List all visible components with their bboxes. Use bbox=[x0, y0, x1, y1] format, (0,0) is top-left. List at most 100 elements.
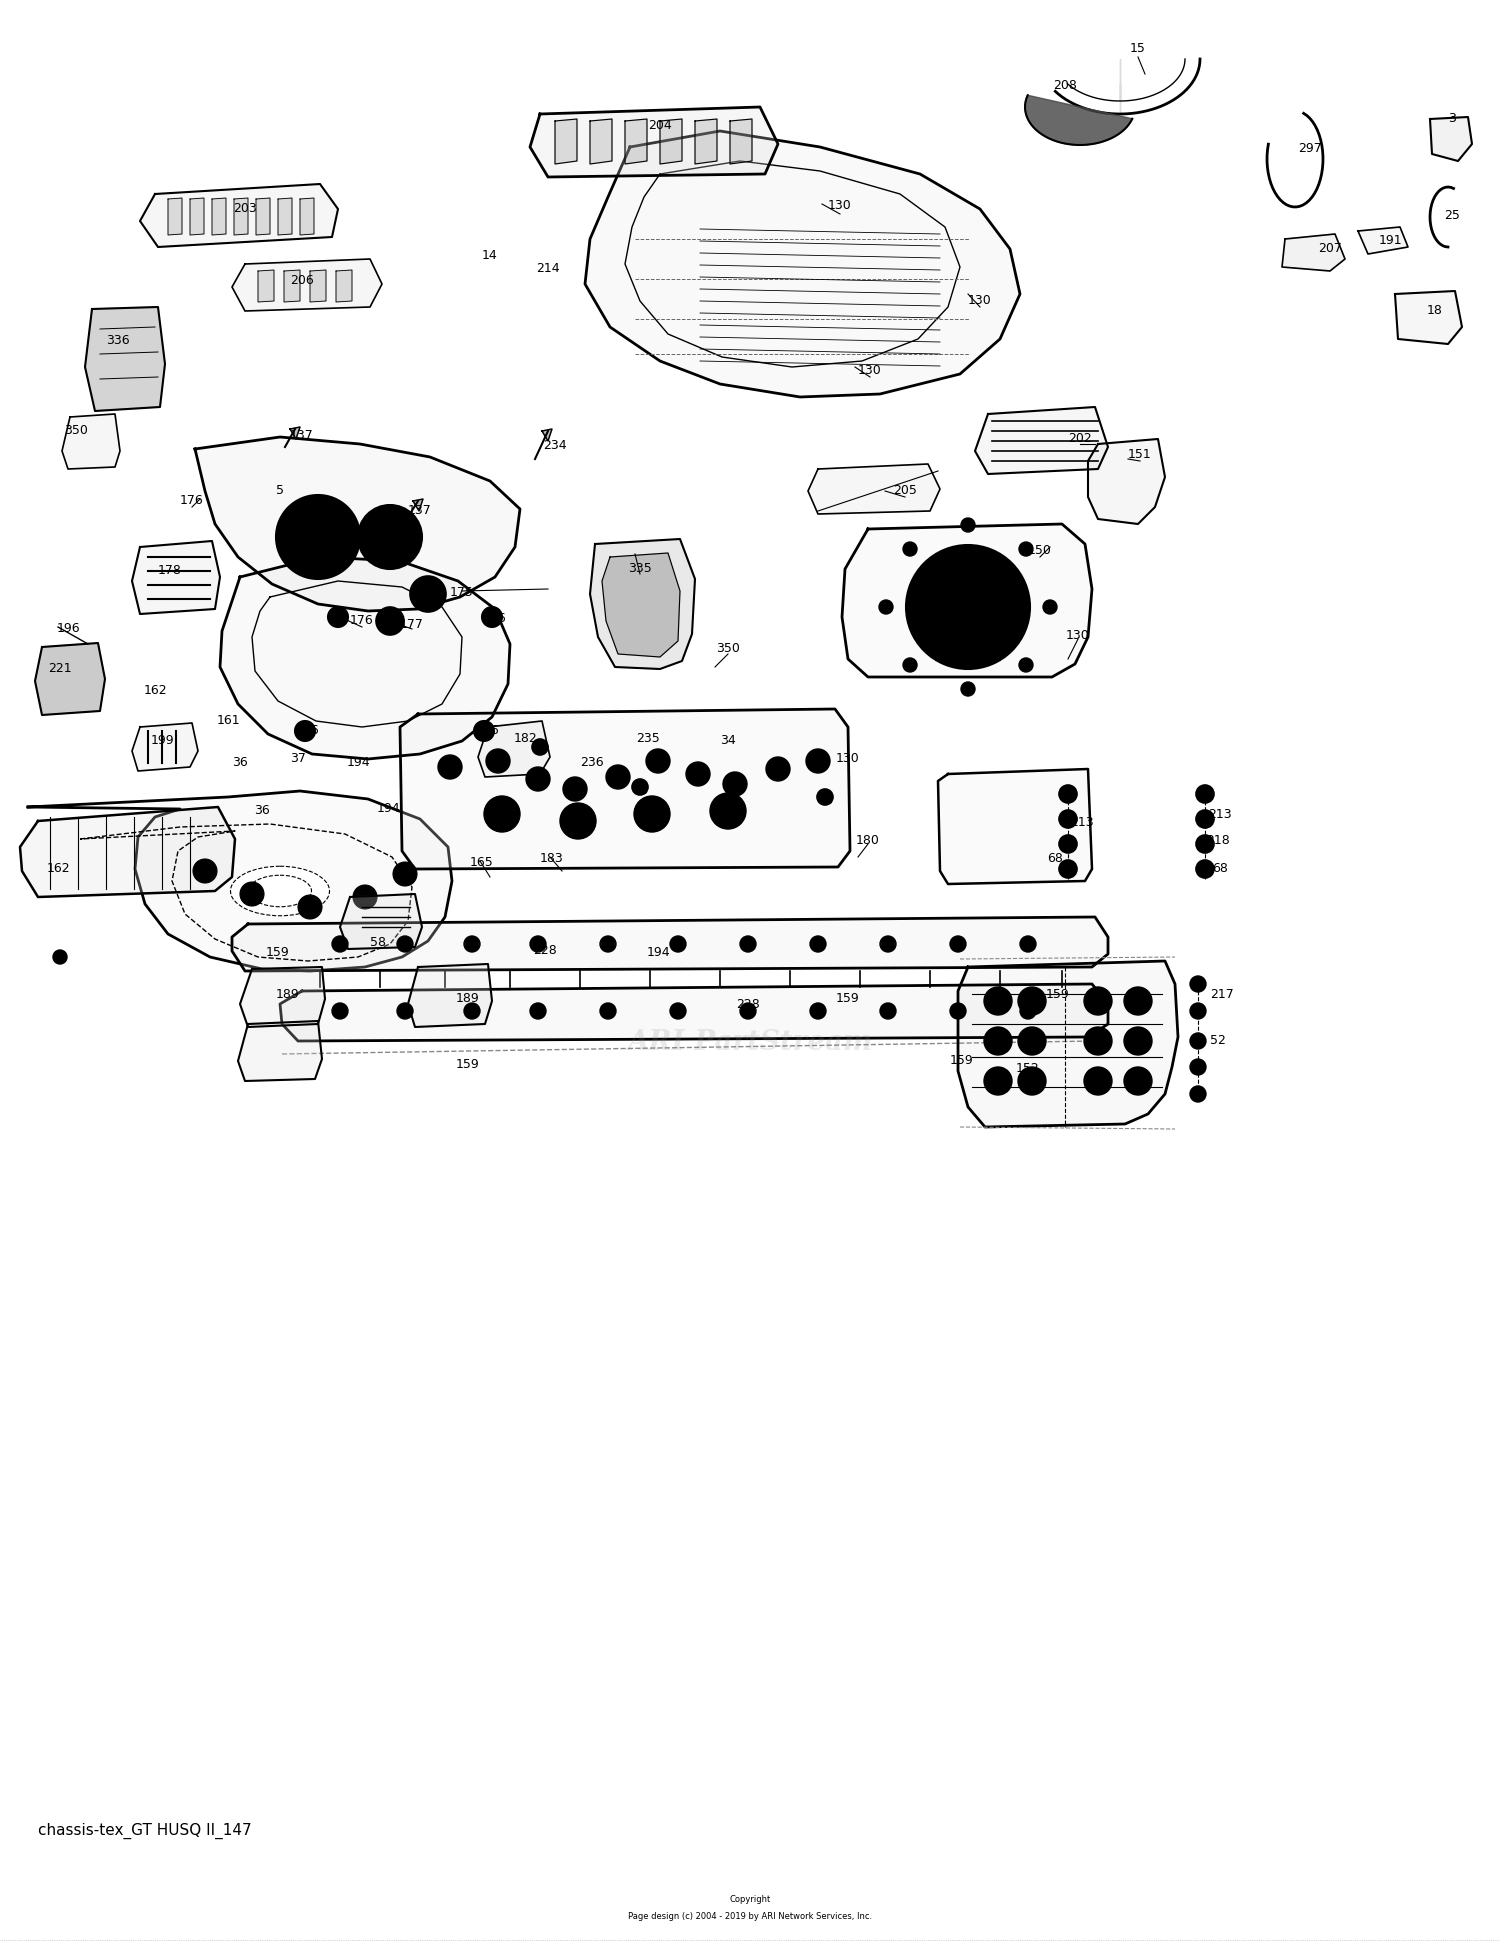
Circle shape bbox=[906, 545, 1030, 670]
Circle shape bbox=[1190, 1087, 1206, 1103]
Text: 130: 130 bbox=[968, 294, 992, 306]
Text: 175: 175 bbox=[450, 584, 474, 598]
Circle shape bbox=[474, 721, 494, 742]
Text: 189: 189 bbox=[276, 988, 300, 1001]
Ellipse shape bbox=[231, 867, 330, 916]
Text: 180: 180 bbox=[856, 834, 880, 845]
Circle shape bbox=[634, 797, 670, 832]
Circle shape bbox=[1196, 861, 1214, 879]
Circle shape bbox=[480, 729, 488, 736]
Circle shape bbox=[1020, 937, 1036, 953]
Polygon shape bbox=[585, 132, 1020, 397]
Polygon shape bbox=[542, 431, 552, 442]
Circle shape bbox=[962, 518, 975, 532]
Text: 18: 18 bbox=[1426, 304, 1443, 316]
Polygon shape bbox=[195, 438, 520, 612]
Circle shape bbox=[482, 608, 502, 627]
Text: 202: 202 bbox=[1068, 431, 1092, 444]
Circle shape bbox=[1059, 785, 1077, 805]
Text: 130: 130 bbox=[828, 199, 852, 212]
Text: 228: 228 bbox=[532, 943, 556, 956]
Text: 130: 130 bbox=[858, 364, 882, 376]
Circle shape bbox=[302, 729, 309, 736]
Text: 176: 176 bbox=[350, 614, 374, 625]
Polygon shape bbox=[975, 407, 1108, 475]
Circle shape bbox=[53, 951, 68, 964]
Text: 335: 335 bbox=[628, 561, 652, 575]
Circle shape bbox=[240, 882, 264, 906]
Circle shape bbox=[1019, 988, 1046, 1015]
Polygon shape bbox=[220, 557, 510, 760]
Circle shape bbox=[486, 750, 510, 773]
Polygon shape bbox=[280, 984, 1108, 1042]
Polygon shape bbox=[86, 308, 165, 411]
Text: 176: 176 bbox=[483, 612, 507, 623]
Text: 176: 176 bbox=[180, 493, 204, 506]
Text: 204: 204 bbox=[648, 119, 672, 131]
Text: 34: 34 bbox=[720, 732, 736, 746]
Polygon shape bbox=[310, 271, 326, 302]
Circle shape bbox=[398, 937, 412, 953]
Circle shape bbox=[740, 1003, 756, 1019]
Polygon shape bbox=[290, 429, 300, 440]
Text: 176: 176 bbox=[296, 723, 320, 736]
Circle shape bbox=[879, 600, 892, 616]
Circle shape bbox=[1084, 1068, 1112, 1095]
Text: 137: 137 bbox=[408, 503, 432, 516]
Polygon shape bbox=[590, 121, 612, 166]
Circle shape bbox=[1019, 658, 1034, 672]
Polygon shape bbox=[211, 199, 226, 236]
Polygon shape bbox=[336, 271, 352, 302]
Circle shape bbox=[1059, 836, 1077, 853]
Polygon shape bbox=[278, 199, 292, 236]
Polygon shape bbox=[28, 791, 451, 972]
Polygon shape bbox=[232, 918, 1108, 972]
Polygon shape bbox=[132, 723, 198, 771]
Polygon shape bbox=[20, 808, 235, 898]
Polygon shape bbox=[660, 121, 682, 166]
Circle shape bbox=[298, 896, 322, 919]
Circle shape bbox=[710, 793, 746, 830]
Polygon shape bbox=[168, 199, 182, 236]
Text: 189: 189 bbox=[456, 992, 480, 1003]
Polygon shape bbox=[555, 121, 578, 166]
Text: 152: 152 bbox=[1016, 1062, 1040, 1073]
Text: 37: 37 bbox=[290, 752, 306, 764]
Circle shape bbox=[950, 1003, 966, 1019]
Polygon shape bbox=[730, 121, 752, 166]
Text: 183: 183 bbox=[540, 851, 564, 865]
Circle shape bbox=[1190, 1034, 1206, 1050]
Circle shape bbox=[880, 937, 896, 953]
Text: 159: 159 bbox=[836, 992, 860, 1003]
Text: 350: 350 bbox=[64, 423, 88, 436]
Circle shape bbox=[332, 1003, 348, 1019]
Circle shape bbox=[806, 750, 830, 773]
Text: 177: 177 bbox=[400, 618, 424, 629]
Text: 214: 214 bbox=[536, 261, 560, 275]
Text: 228: 228 bbox=[736, 997, 760, 1011]
Circle shape bbox=[1019, 1068, 1046, 1095]
Text: 203: 203 bbox=[232, 201, 256, 214]
Circle shape bbox=[818, 789, 833, 806]
Text: 350: 350 bbox=[716, 641, 740, 655]
Circle shape bbox=[880, 1003, 896, 1019]
Text: 159: 159 bbox=[950, 1054, 974, 1066]
Circle shape bbox=[530, 937, 546, 953]
Circle shape bbox=[276, 495, 360, 581]
Polygon shape bbox=[232, 259, 382, 312]
Text: 151: 151 bbox=[1128, 448, 1152, 460]
Circle shape bbox=[334, 614, 342, 621]
Circle shape bbox=[1084, 1027, 1112, 1056]
Circle shape bbox=[1059, 861, 1077, 879]
Text: 194: 194 bbox=[376, 801, 400, 814]
Text: 235: 235 bbox=[636, 730, 660, 744]
Polygon shape bbox=[62, 415, 120, 469]
Text: 162: 162 bbox=[142, 684, 166, 695]
Polygon shape bbox=[958, 962, 1178, 1128]
Text: ARI PartStream: ARI PartStream bbox=[627, 1029, 873, 1056]
Circle shape bbox=[530, 1003, 546, 1019]
Text: 176: 176 bbox=[476, 723, 500, 736]
Circle shape bbox=[560, 805, 596, 840]
Text: 221: 221 bbox=[48, 660, 72, 674]
Polygon shape bbox=[1024, 95, 1132, 146]
